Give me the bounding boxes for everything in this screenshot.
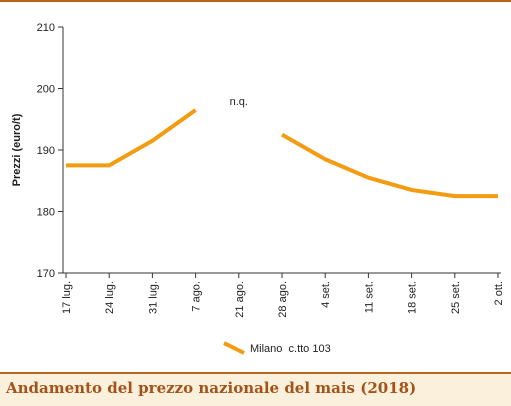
annotations: n.q. [230, 96, 248, 108]
y-tick-label: 180 [37, 207, 55, 219]
top-rule [0, 0, 511, 2]
x-tick-label: 25 set. [450, 281, 462, 314]
x-tick-label: 17 lug. [61, 281, 73, 314]
y-tick-label: 190 [37, 145, 55, 157]
y-axis-label: Prezzi (euro/t) [11, 113, 23, 186]
y-axis-label-group: Prezzi (euro/t) [11, 113, 23, 186]
x-axis-ticks: 17 lug. 24 lug. 31 lug. 7 ago. 21 ago. 28 ago… [61, 273, 505, 318]
legend-swatch [223, 341, 245, 355]
x-tick-label: 31 lug. [147, 281, 159, 314]
y-tick-label: 210 [37, 22, 55, 34]
series-line-segment [281, 132, 498, 199]
y-tick-label: 200 [37, 84, 55, 96]
x-tick-label: 18 set. [407, 281, 419, 314]
x-tick-label: 21 ago. [234, 281, 246, 318]
y-tick-label: 170 [37, 268, 55, 280]
x-tick-label: 2 ott. [493, 281, 505, 305]
x-tick-label: 7 ago. [191, 281, 203, 312]
y-axis-ticks: 170 180 190 200 210 [37, 22, 63, 280]
chart-caption: Andamento del prezzo nazionale del mais … [6, 379, 417, 397]
chart-axes [62, 27, 501, 274]
series-lines [66, 108, 498, 199]
x-tick-label: 4 set. [320, 281, 332, 308]
caption-bar: Andamento del prezzo nazionale del mais … [0, 372, 511, 406]
annotation-label: n.q. [230, 96, 248, 108]
legend: Milano c.tto 103 [223, 341, 331, 355]
legend-label: Milano c.tto 103 [250, 343, 331, 355]
series-line-segment [66, 108, 197, 168]
x-tick-label: 24 lug. [104, 281, 116, 314]
x-tick-label: 11 set. [363, 281, 375, 313]
x-tick-label: 28 ago. [277, 281, 289, 318]
price-chart: 170 180 190 200 210 17 lug. 24 lug. 31 lug. 7 a… [11, 22, 505, 355]
